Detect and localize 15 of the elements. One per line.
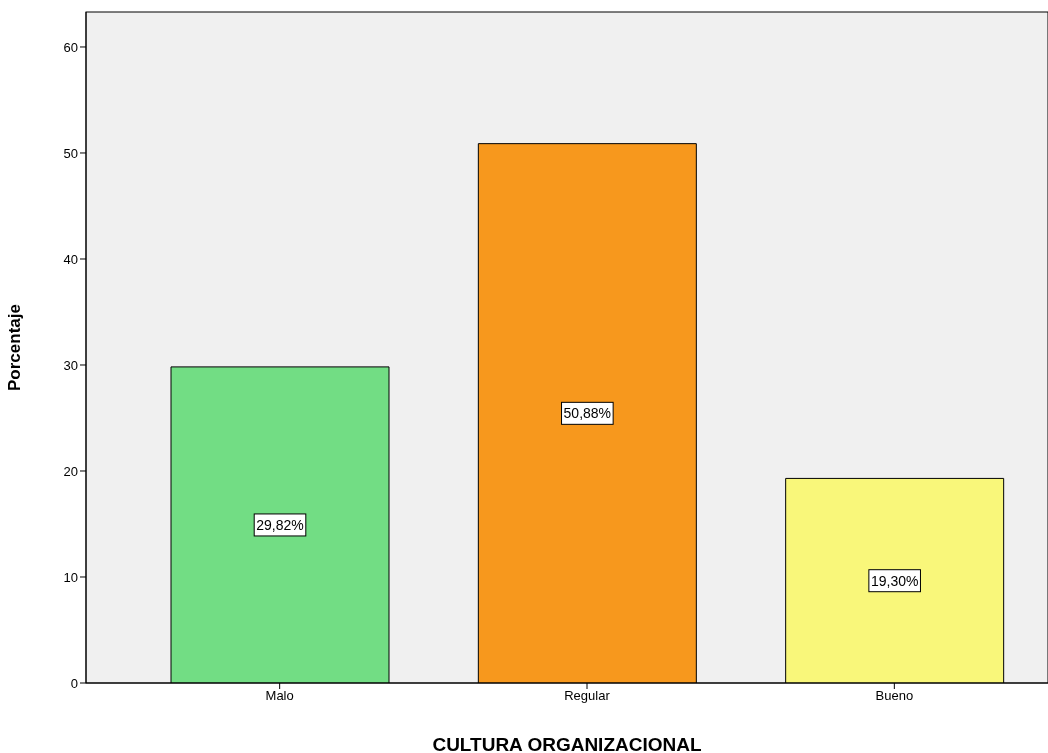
y-axis-title: Porcentaje: [5, 304, 25, 391]
y-tick-label: 0: [70, 675, 78, 691]
y-tick-label: 60: [63, 39, 78, 55]
y-tick-label: 10: [63, 569, 78, 585]
y-tick-label: 30: [63, 357, 78, 373]
data-label: 19,30%: [870, 572, 919, 589]
x-tick-label: Malo: [265, 688, 294, 704]
y-tick-label: 50: [63, 145, 78, 161]
y-tick-label: 20: [63, 463, 78, 479]
data-label: 50,88%: [563, 405, 612, 422]
x-axis-title: CULTURA ORGANIZACIONAL: [432, 734, 702, 753]
x-tick-label: Regular: [564, 688, 611, 704]
x-tick-label: Bueno: [875, 688, 914, 704]
y-tick-label: 40: [63, 251, 78, 267]
data-label: 29,82%: [256, 516, 304, 533]
